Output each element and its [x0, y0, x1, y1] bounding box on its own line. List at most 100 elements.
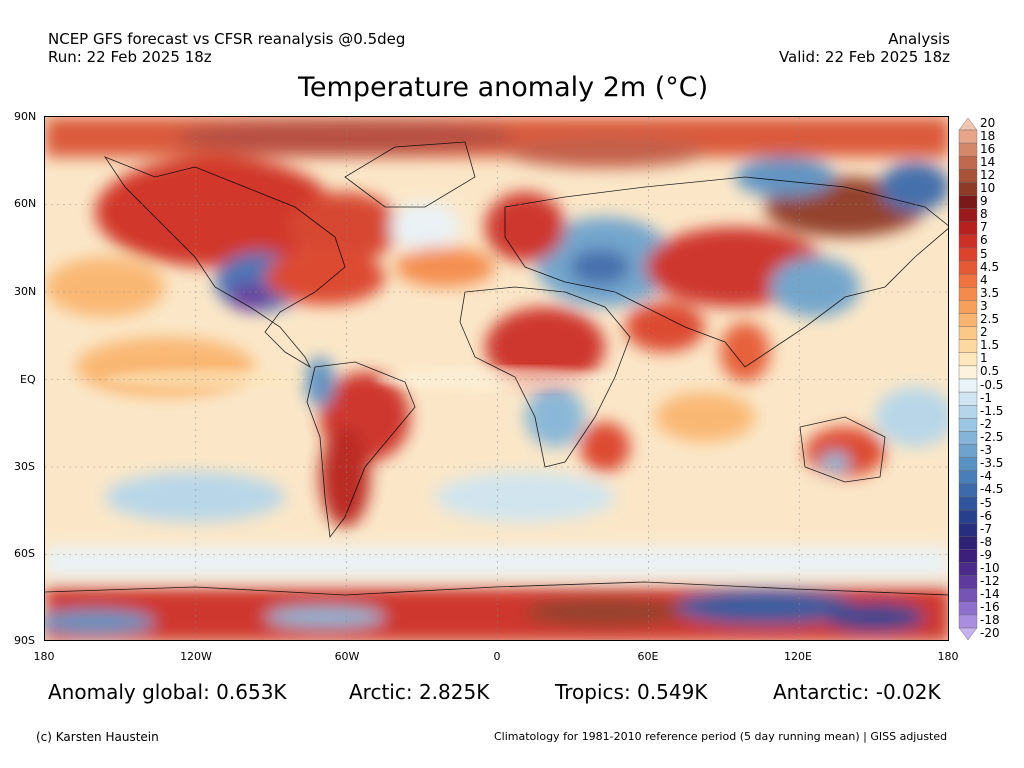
colorbar-label: 6: [980, 233, 988, 248]
colorbar-swatch: [958, 260, 978, 275]
colorbar-swatch: [958, 247, 978, 262]
colorbar-label: -16: [980, 600, 1000, 615]
colorbar-swatch: [958, 339, 978, 353]
run-info: NCEP GFS forecast vs CFSR reanalysis @0.…: [48, 30, 405, 66]
colorbar-label: 9: [980, 194, 988, 209]
colorbar-label: -5: [980, 495, 992, 510]
colorbar-label: 5: [980, 246, 988, 261]
colorbar-label: -18: [980, 613, 1000, 628]
colorbar-swatch: [958, 405, 978, 419]
colorbar-label: 14: [980, 154, 996, 169]
anomaly-map: [44, 116, 949, 641]
colorbar-swatch: [958, 287, 978, 301]
colorbar-label: -20: [980, 626, 1000, 640]
colorbar-label: -3: [980, 443, 992, 458]
global-anomaly: Anomaly global: 0.653K: [48, 680, 287, 704]
colorbar-label: -10: [980, 561, 1000, 576]
lon-label-120e: 120E: [784, 650, 812, 663]
colorbar-label: -4.5: [980, 482, 1004, 497]
colorbar-label: 2.5: [980, 312, 1000, 327]
colorbar-label: -0.5: [980, 377, 1004, 392]
colorbar-label: 12: [980, 167, 996, 182]
valid-info: Analysis Valid: 22 Feb 2025 18z: [779, 30, 950, 66]
colorbar-swatch: [958, 365, 978, 380]
lon-label-120w: 120W: [180, 650, 212, 663]
colorbar-swatch: [958, 418, 978, 432]
climatology-note: Climatology for 1981-2010 reference peri…: [494, 730, 948, 743]
lat-label-90n: 90N: [14, 110, 37, 123]
colorbar-swatch: [958, 352, 978, 367]
colorbar-label: -8: [980, 534, 992, 549]
colorbar-label: 4.5: [980, 259, 1000, 274]
colorbar-label: 3: [980, 298, 988, 313]
lat-label-30s: 30S: [14, 460, 35, 473]
valid-time: Valid: 22 Feb 2025 18z: [778, 48, 950, 66]
colorbar-swatch: [958, 195, 978, 209]
colorbar-label: 1.5: [980, 338, 1000, 353]
colorbar-swatch: [958, 614, 978, 629]
colorbar-swatch: [958, 627, 978, 640]
colorbar-swatch: [958, 378, 978, 393]
colorbar-label: -3.5: [980, 456, 1004, 471]
colorbar-swatch: [958, 575, 978, 589]
colorbar-swatch: [958, 169, 978, 183]
lat-label-30n: 30N: [14, 285, 37, 298]
analysis-label: Analysis: [888, 30, 950, 48]
lon-label-60w: 60W: [334, 650, 360, 663]
colorbar-swatch: [958, 601, 978, 616]
colorbar-swatch: [958, 496, 978, 511]
colorbar-swatch: [958, 221, 978, 236]
colorbar-swatch: [958, 300, 978, 314]
colorbar-swatch: [958, 313, 978, 327]
colorbar-label: -4: [980, 469, 992, 484]
anomaly-map-svg: [45, 117, 948, 640]
colorbar-label: 1: [980, 351, 988, 366]
colorbar-swatch: [958, 444, 978, 458]
colorbar-label: -1.5: [980, 403, 1004, 418]
colorbar-swatch: [958, 536, 978, 550]
colorbar-swatch: [958, 129, 978, 144]
map-title: Temperature anomaly 2m (°C): [298, 72, 709, 103]
colorbar-swatch: [958, 549, 978, 563]
colorbar-label: 20: [980, 116, 996, 130]
lon-label-180w: 180: [33, 650, 55, 663]
lon-label-0: 0: [493, 650, 501, 663]
colorbar-label: 4: [980, 272, 988, 287]
colorbar-label: 3.5: [980, 285, 1000, 300]
colorbar-swatch: [958, 182, 978, 196]
colorbar-label: -6: [980, 508, 992, 523]
lat-label-90s: 90S: [14, 634, 35, 647]
colorbar-label: 8: [980, 207, 988, 222]
copyright: (c) Karsten Haustein: [36, 730, 159, 744]
colorbar-swatch: [958, 509, 978, 524]
colorbar-label: -14: [980, 587, 1000, 602]
colorbar-swatch: [958, 431, 978, 445]
colorbar: [958, 118, 978, 640]
colorbar-label: -7: [980, 521, 992, 536]
colorbar-label: 18: [980, 128, 996, 143]
colorbar-label: 0.5: [980, 364, 1000, 379]
lon-label-180e: 180: [937, 650, 959, 663]
colorbar-label: -9: [980, 547, 992, 562]
colorbar-swatch: [958, 273, 978, 288]
lat-label-60n: 60N: [14, 197, 37, 210]
colorbar-swatch: [958, 391, 978, 406]
colorbar-swatch: [958, 588, 978, 602]
colorbar-label: 10: [980, 180, 996, 195]
colorbar-swatch: [958, 470, 978, 485]
lat-label-eq: EQ: [20, 373, 36, 386]
colorbar-swatch: [958, 234, 978, 249]
lat-label-60s: 60S: [14, 547, 35, 560]
colorbar-swatch: [958, 483, 978, 498]
antarctic-anomaly: Antarctic: -0.02K: [773, 680, 941, 704]
colorbar-label: -1: [980, 390, 992, 405]
colorbar-swatch: [958, 457, 978, 471]
colorbar-label: 7: [980, 220, 988, 235]
colorbar-swatch: [958, 326, 978, 340]
colorbar-label: -2.5: [980, 429, 1004, 444]
lon-label-60e: 60E: [637, 650, 659, 663]
run-time: Run: 22 Feb 2025 18z: [48, 48, 212, 66]
colorbar-swatch: [958, 522, 978, 537]
colorbar-swatch: [958, 118, 978, 131]
tropics-anomaly: Tropics: 0.549K: [555, 680, 708, 704]
